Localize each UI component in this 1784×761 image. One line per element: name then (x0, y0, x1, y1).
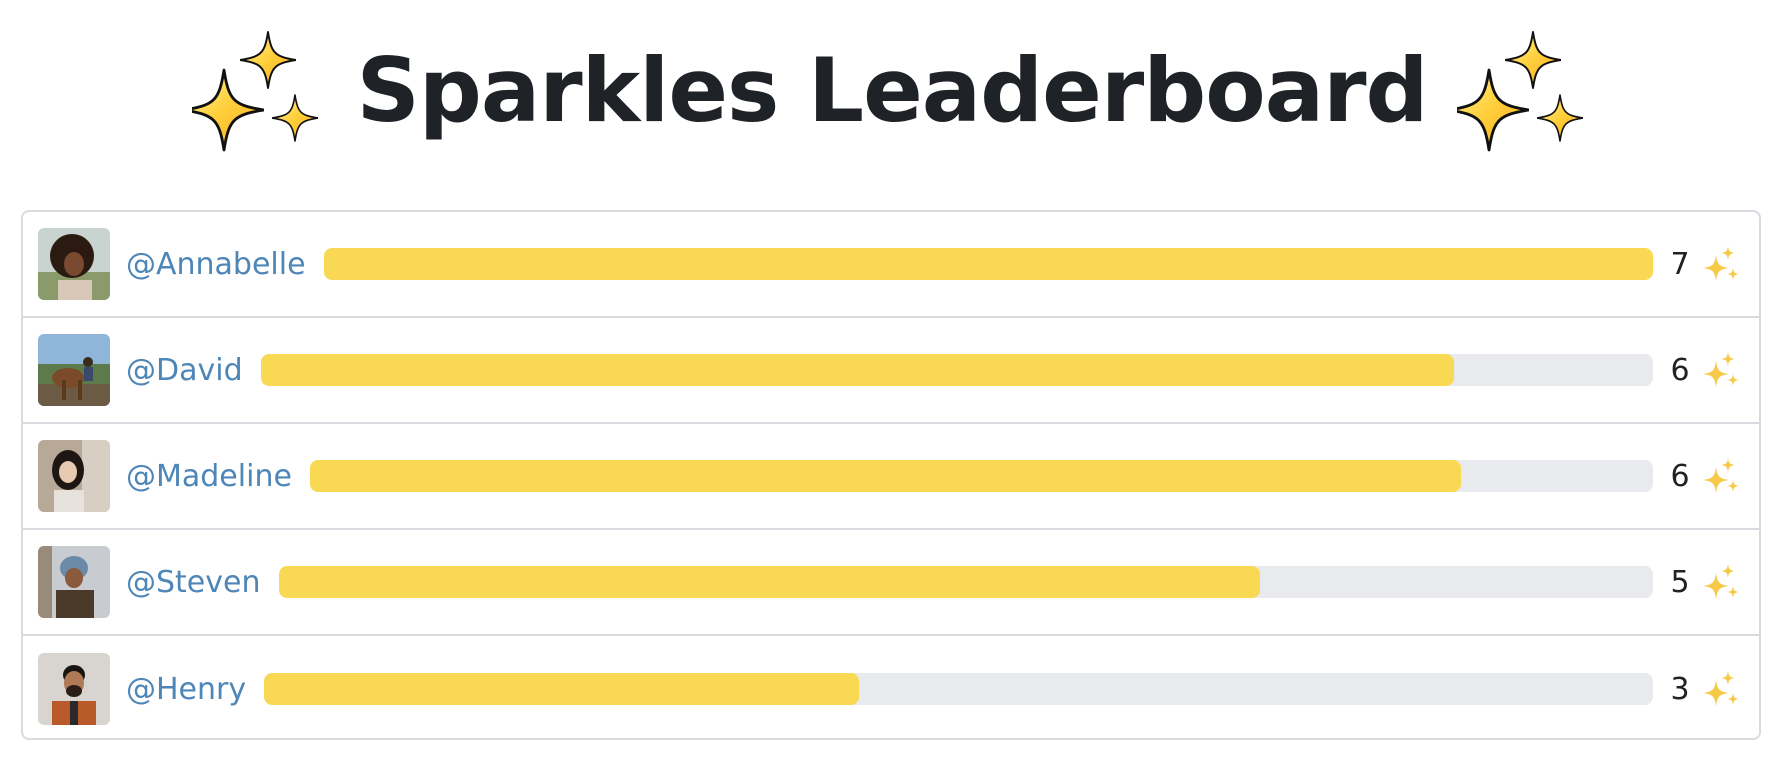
username-link[interactable]: @Henry (126, 671, 247, 707)
sparkles-icon (1703, 458, 1739, 493)
avatar[interactable] (38, 653, 110, 725)
avatar[interactable] (38, 440, 110, 512)
progress-bar-fill (309, 460, 1462, 492)
username-link[interactable]: @David (126, 352, 243, 388)
sparkle-count: 7 (1670, 246, 1690, 282)
progress-bar (278, 566, 1653, 598)
progress-bar-fill (278, 566, 1261, 598)
progress-bar (260, 354, 1653, 386)
leaderboard-row: @Henry 3 (23, 636, 1759, 738)
sparkle-count: 6 (1670, 352, 1690, 388)
sparkles-icon (1703, 352, 1739, 387)
leaderboard-row: @Steven 5 (23, 530, 1759, 636)
avatar[interactable] (38, 546, 110, 618)
username-link[interactable]: @Annabelle (126, 246, 306, 282)
page-title: Sparkles Leaderboard (356, 39, 1429, 142)
leaderboard-row: @Annabelle 7 (23, 212, 1759, 318)
sparkles-icon (1457, 30, 1584, 152)
progress-bar (323, 248, 1653, 280)
leaderboard-list: @Annabelle 7 (21, 210, 1761, 740)
avatar[interactable] (38, 228, 110, 300)
username-link[interactable]: @Madeline (126, 458, 292, 494)
header: Sparkles Leaderboard (0, 0, 1784, 190)
sparkle-count: 3 (1670, 671, 1690, 707)
progress-bar (264, 673, 1653, 705)
leaderboard-row: @Madeline 6 (23, 424, 1759, 530)
sparkle-count: 5 (1670, 564, 1690, 600)
progress-bar-fill (260, 354, 1455, 386)
avatar[interactable] (38, 334, 110, 406)
progress-bar-fill (264, 673, 860, 705)
username-link[interactable]: @Steven (126, 564, 261, 600)
sparkles-icon (1703, 564, 1739, 599)
leaderboard-row: @David 6 (23, 318, 1759, 424)
sparkles-icon (1703, 246, 1739, 281)
sparkles-icon (1703, 671, 1739, 706)
sparkle-count: 6 (1670, 458, 1690, 494)
sparkles-icon (191, 30, 318, 152)
progress-bar-fill (323, 248, 1653, 280)
progress-bar (309, 460, 1653, 492)
